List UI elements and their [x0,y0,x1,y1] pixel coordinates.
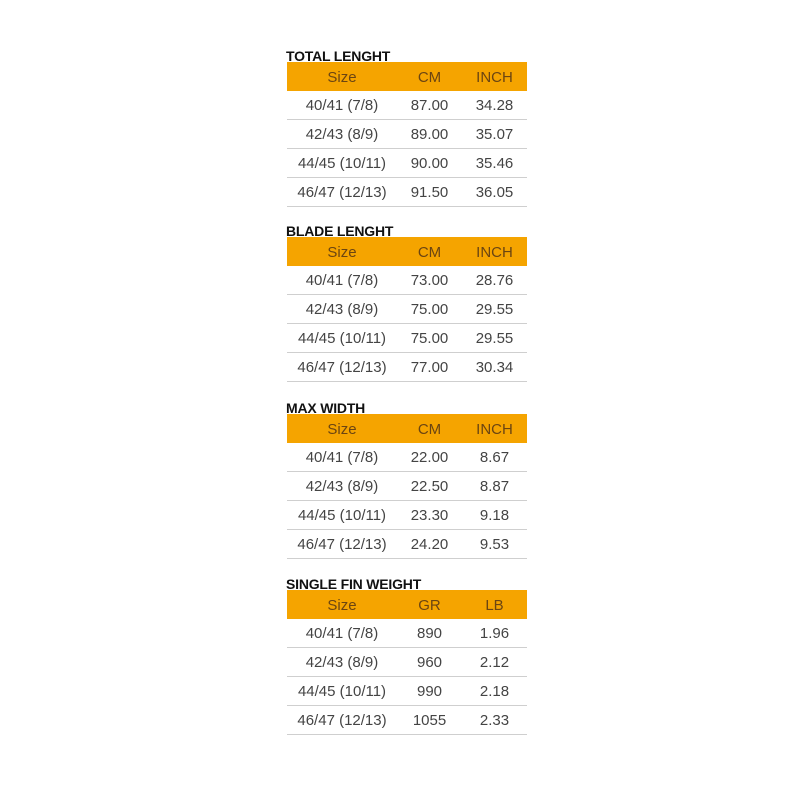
column-header: CM [397,414,462,443]
column-header: INCH [462,62,527,91]
max-width-table: Size CM INCH 40/41 (7/8) 22.00 8.67 42/43 (8/9… [287,414,527,559]
table-cell: 8.67 [462,443,527,472]
table-cell: 9.53 [462,529,527,559]
total-length-section: TOTAL LENGHT Size CM INCH 40/41 (7/8) 87.00 34… [286,46,527,207]
single-fin-weight-section: SINGLE FIN WEIGHT Size GR LB 40/41 (7/8) 890 1… [286,574,527,735]
table-cell: 89.00 [397,119,462,149]
table-cell: 1.96 [462,619,527,648]
table-row: 46/47 (12/13) 24.20 9.53 [287,529,527,559]
blade-length-section: BLADE LENGHT Size CM INCH 40/41 (7/8) 73.00 28… [286,221,527,382]
table-row: 40/41 (7/8) 22.00 8.67 [287,443,527,472]
section-title: BLADE LENGHT [286,223,394,239]
table-cell: 1055 [397,705,462,735]
table-row: 46/47 (12/13) 77.00 30.34 [287,352,527,382]
total-length-table: Size CM INCH 40/41 (7/8) 87.00 34.28 42/43 (8/… [287,62,527,207]
table-cell: 22.50 [397,471,462,501]
table-row: 40/41 (7/8) 87.00 34.28 [287,91,527,120]
table-cell: 46/47 (12/13) [287,529,397,559]
table-row: 44/45 (10/11) 23.30 9.18 [287,500,527,530]
blade-length-table: Size CM INCH 40/41 (7/8) 73.00 28.76 42/43 (8/… [287,237,527,382]
table-cell: 91.50 [397,177,462,207]
table-cell: 990 [397,676,462,706]
table-cell: 44/45 (10/11) [287,500,397,530]
table-cell: 40/41 (7/8) [287,443,397,472]
table-row: 42/43 (8/9) 75.00 29.55 [287,294,527,324]
table-cell: 22.00 [397,443,462,472]
table-cell: 42/43 (8/9) [287,471,397,501]
table-cell: 42/43 (8/9) [287,119,397,149]
table-cell: 23.30 [397,500,462,530]
table-cell: 2.12 [462,647,527,677]
table-cell: 75.00 [397,294,462,324]
table-cell: 40/41 (7/8) [287,619,397,648]
table-row: 44/45 (10/11) 990 2.18 [287,676,527,706]
table-cell: 75.00 [397,323,462,353]
table-cell: 35.07 [462,119,527,149]
table-cell: 8.87 [462,471,527,501]
column-header: Size [287,237,397,266]
section-title: MAX WIDTH [286,400,366,416]
column-header: LB [462,590,527,619]
table-cell: 28.76 [462,266,527,295]
table-cell: 29.55 [462,323,527,353]
header-row: Size CM INCH [287,62,527,91]
table-row: 42/43 (8/9) 960 2.12 [287,647,527,677]
table-cell: 36.05 [462,177,527,207]
column-header: CM [397,237,462,266]
table-row: 46/47 (12/13) 1055 2.33 [287,705,527,735]
header-row: Size CM INCH [287,237,527,266]
table-cell: 44/45 (10/11) [287,148,397,178]
table-cell: 24.20 [397,529,462,559]
table-row: 46/47 (12/13) 91.50 36.05 [287,177,527,207]
table-cell: 87.00 [397,91,462,120]
table-cell: 77.00 [397,352,462,382]
table-row: 42/43 (8/9) 89.00 35.07 [287,119,527,149]
table-cell: 960 [397,647,462,677]
table-cell: 44/45 (10/11) [287,676,397,706]
table-cell: 30.34 [462,352,527,382]
table-cell: 40/41 (7/8) [287,266,397,295]
table-row: 42/43 (8/9) 22.50 8.87 [287,471,527,501]
table-cell: 890 [397,619,462,648]
table-row: 40/41 (7/8) 890 1.96 [287,619,527,648]
single-fin-weight-table: Size GR LB 40/41 (7/8) 890 1.96 42/43 (8/9) 960… [287,590,527,735]
column-header: Size [287,414,397,443]
table-cell: 44/45 (10/11) [287,323,397,353]
header-row: Size GR LB [287,590,527,619]
table-cell: 42/43 (8/9) [287,294,397,324]
section-title: SINGLE FIN WEIGHT [286,576,422,592]
table-cell: 46/47 (12/13) [287,705,397,735]
table-row: 44/45 (10/11) 90.00 35.46 [287,148,527,178]
table-cell: 90.00 [397,148,462,178]
column-header: INCH [462,414,527,443]
table-cell: 73.00 [397,266,462,295]
column-header: Size [287,62,397,91]
column-header: GR [397,590,462,619]
table-cell: 29.55 [462,294,527,324]
table-cell: 34.28 [462,91,527,120]
table-cell: 2.33 [462,705,527,735]
section-title: TOTAL LENGHT [286,48,391,64]
column-header: Size [287,590,397,619]
table-cell: 35.46 [462,148,527,178]
table-row: 44/45 (10/11) 75.00 29.55 [287,323,527,353]
header-row: Size CM INCH [287,414,527,443]
table-cell: 40/41 (7/8) [287,91,397,120]
table-cell: 2.18 [462,676,527,706]
column-header: INCH [462,237,527,266]
column-header: CM [397,62,462,91]
table-cell: 46/47 (12/13) [287,352,397,382]
table-cell: 46/47 (12/13) [287,177,397,207]
max-width-section: MAX WIDTH Size CM INCH 40/41 (7/8) 22.00 8.67 4… [286,398,527,559]
table-row: 40/41 (7/8) 73.00 28.76 [287,266,527,295]
table-cell: 9.18 [462,500,527,530]
table-cell: 42/43 (8/9) [287,647,397,677]
